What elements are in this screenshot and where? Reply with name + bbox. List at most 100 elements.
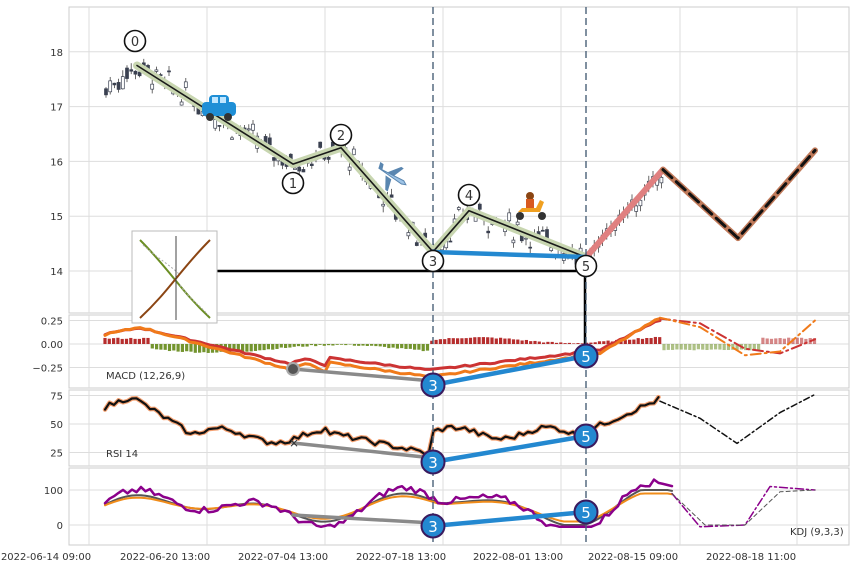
macd-bar xyxy=(129,337,133,344)
macd-bar xyxy=(103,337,107,344)
macd-bar xyxy=(253,344,258,351)
candle-body xyxy=(217,125,222,127)
candle-body xyxy=(251,123,255,131)
macd-bar xyxy=(348,344,352,345)
price-tick-label: 15 xyxy=(50,212,63,223)
macd-bar xyxy=(597,341,602,344)
candle-body xyxy=(659,177,664,184)
wave-point-marker xyxy=(574,254,598,278)
wave-point-label: 0 xyxy=(131,35,139,50)
macd-bar xyxy=(804,338,808,344)
candle-body xyxy=(104,88,108,96)
macd-bar xyxy=(137,338,141,344)
macd-bar xyxy=(494,338,498,344)
macd-bar xyxy=(120,338,124,344)
car-window xyxy=(220,97,226,103)
candle-body xyxy=(293,167,297,170)
macd-bar xyxy=(542,342,546,344)
candle-body xyxy=(246,128,251,131)
macd-bar xyxy=(653,336,657,344)
divergence-marker-label: 3 xyxy=(428,377,438,395)
logo-inset xyxy=(131,230,218,324)
candle-body xyxy=(108,80,113,93)
rsi-line xyxy=(103,396,660,456)
projection-down xyxy=(660,147,818,242)
macd-bar xyxy=(675,344,679,350)
logo-strand xyxy=(179,284,209,316)
macd-gray-line xyxy=(291,367,435,383)
macd-bar xyxy=(787,337,791,344)
macd-bar xyxy=(292,344,296,347)
divergence-marker-label: 3 xyxy=(428,518,438,536)
panel-frame xyxy=(68,6,850,314)
macd-bar xyxy=(262,344,266,351)
candle-body xyxy=(309,163,314,166)
wave-point-label: 1 xyxy=(289,177,297,192)
wave-point-marker xyxy=(123,29,147,53)
divergence-marker-label: 5 xyxy=(581,504,591,522)
macd-dif-projection xyxy=(659,316,816,357)
macd-bar xyxy=(662,344,666,351)
macd-bar xyxy=(451,338,455,344)
wave-point-marker xyxy=(329,123,353,147)
macd-bar xyxy=(279,344,283,348)
candle-body xyxy=(272,157,276,161)
rsi-tick-label: 50 xyxy=(50,420,63,431)
candle-body xyxy=(515,221,520,226)
macd-bar xyxy=(464,338,468,344)
kdj-j-line xyxy=(103,478,674,529)
rsi-gray-line xyxy=(291,441,435,460)
macd-bar xyxy=(395,344,399,349)
macd-bar xyxy=(189,344,193,352)
macd-bar xyxy=(658,337,662,344)
macd-bar xyxy=(202,344,206,353)
divergence-marker xyxy=(573,499,599,525)
candle-body xyxy=(414,242,419,246)
airplane-wing xyxy=(387,166,404,177)
candle-body xyxy=(326,156,331,160)
macd-bar xyxy=(800,337,804,344)
candle-body xyxy=(351,148,356,156)
macd-bar xyxy=(722,344,726,351)
macd-bar xyxy=(236,344,240,352)
kdj-d-line xyxy=(104,492,673,523)
logo-strand xyxy=(142,244,181,276)
macd-bar xyxy=(305,344,309,347)
candle-body xyxy=(448,240,453,243)
macd-bar xyxy=(572,343,576,344)
macd-bar xyxy=(124,338,129,344)
macd-bar xyxy=(361,344,365,346)
rsi-label: RSI 14 xyxy=(106,449,138,460)
macd-label: MACD (12,26,9) xyxy=(106,371,185,382)
macd-bar xyxy=(159,344,163,350)
macd-bar xyxy=(352,344,356,346)
candle-body xyxy=(347,166,352,171)
macd-bar xyxy=(266,344,270,350)
candle-body xyxy=(137,71,142,77)
kdj-k-projection xyxy=(671,489,816,526)
x-tick-label: 2022-08-01 13:00 xyxy=(473,552,563,563)
macd-bar xyxy=(765,338,769,344)
macd-bar xyxy=(503,338,507,344)
macd-bar xyxy=(284,344,288,348)
candle-body xyxy=(297,166,302,172)
macd-bar xyxy=(511,339,516,344)
candle-body xyxy=(133,70,138,75)
macd-bar xyxy=(374,344,378,347)
candle-body xyxy=(477,203,482,210)
rsi-divergence-line xyxy=(430,433,589,465)
price-divergence-line xyxy=(430,249,589,260)
scooter-icon xyxy=(516,192,546,220)
divergence-marker xyxy=(420,372,446,398)
macd-bar xyxy=(679,344,683,350)
airplane-icon xyxy=(378,161,407,192)
divergence-marker-label: 5 xyxy=(581,348,591,366)
macd-bar xyxy=(705,344,709,351)
macd-bar xyxy=(142,337,146,344)
macd-bar xyxy=(241,344,245,352)
macd-bar xyxy=(335,344,339,345)
macd-bar xyxy=(107,338,111,344)
macd-bar xyxy=(692,344,696,351)
macd-bar xyxy=(443,339,447,344)
